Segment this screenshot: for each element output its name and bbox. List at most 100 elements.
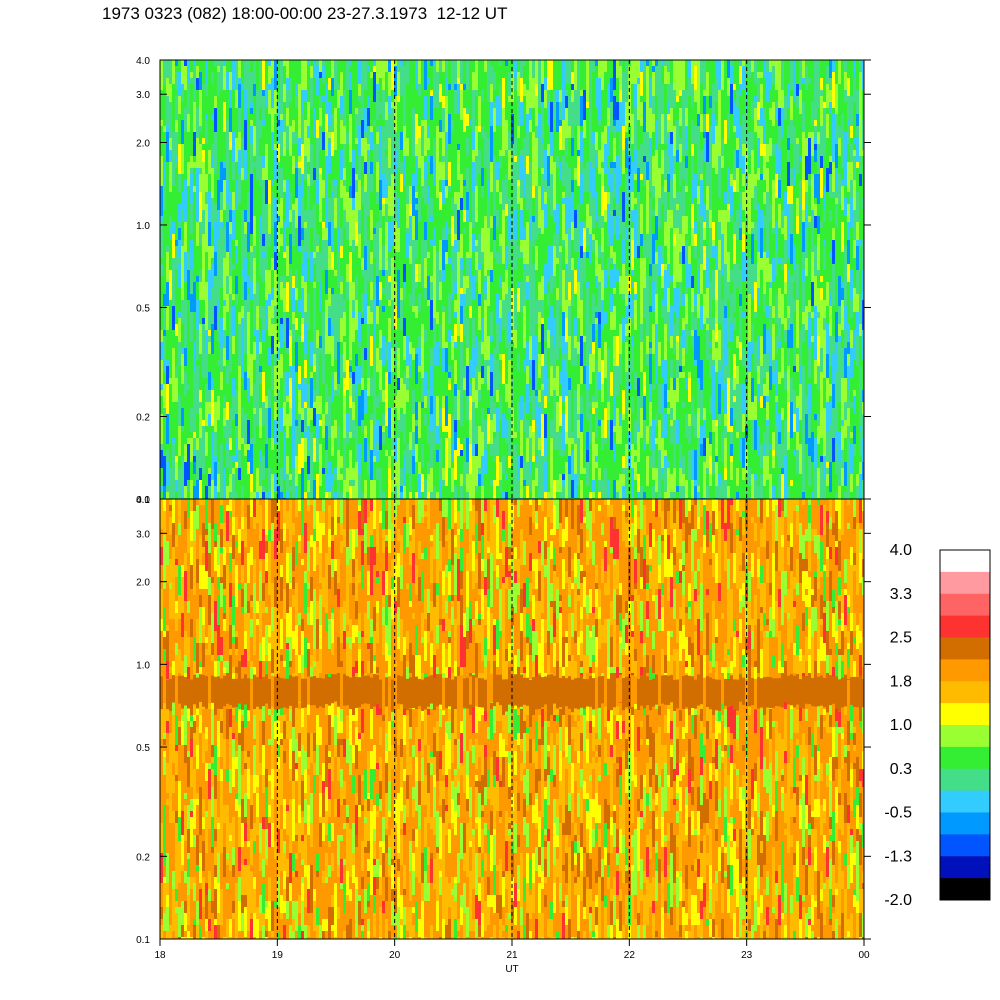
heatmap-cell-top [349, 162, 352, 186]
heatmap-cell-top [463, 258, 466, 276]
heatmap-cell-top [163, 432, 166, 456]
heatmap-cell-top [370, 132, 373, 150]
heatmap-cell-top [355, 114, 358, 138]
heatmap-cell-top [493, 168, 496, 198]
heatmap-cell-top [724, 318, 727, 336]
heatmap-cell-top [190, 462, 193, 480]
heatmap-cell-top [451, 120, 454, 132]
heatmap-cell-top [430, 240, 433, 246]
heatmap-cell-top [616, 270, 619, 282]
heatmap-cell-top [217, 366, 220, 396]
heatmap-cell-top [262, 372, 265, 402]
heatmap-cell-top [580, 60, 583, 90]
heatmap-cell-top [160, 120, 163, 126]
heatmap-cell-top [487, 336, 490, 360]
heatmap-cell-top [499, 168, 502, 192]
heatmap-cell-top [535, 468, 538, 486]
heatmap-cell-top [262, 60, 265, 90]
heatmap-cell-top [625, 204, 628, 228]
heatmap-cell-top [190, 234, 193, 240]
heatmap-cell-top [355, 462, 358, 486]
heatmap-cell-top [199, 132, 202, 144]
heatmap-cell-top [598, 480, 601, 492]
heatmap-cell-top [487, 102, 490, 108]
heatmap-cell-top [742, 60, 745, 66]
heatmap-cell-top [670, 444, 673, 474]
heatmap-cell-top [586, 432, 589, 450]
heatmap-cell-top [400, 492, 403, 499]
heatmap-cell-top [268, 438, 271, 444]
heatmap-cell-top [610, 216, 613, 228]
heatmap-cell-top [529, 216, 532, 240]
heatmap-cell-top [178, 222, 181, 228]
heatmap-cell-top [400, 78, 403, 96]
heatmap-cell-top [679, 432, 682, 444]
heatmap-cell-top [673, 246, 676, 264]
heatmap-cell-top [478, 222, 481, 234]
heatmap-cell-top [517, 156, 520, 180]
heatmap-cell-top [394, 408, 397, 438]
heatmap-cell-top [526, 318, 529, 342]
heatmap-cell-top [394, 132, 397, 150]
heatmap-cell-top [559, 102, 562, 120]
heatmap-cell-top [502, 156, 505, 180]
heatmap-cell-top [547, 306, 550, 318]
heatmap-cell-top [697, 384, 700, 408]
heatmap-cell-top [220, 444, 223, 474]
heatmap-cell-top [232, 462, 235, 468]
heatmap-cell-top [652, 324, 655, 336]
heatmap-cell-top [679, 306, 682, 336]
heatmap-cell-top [307, 138, 310, 162]
heatmap-cell-top [538, 228, 541, 234]
heatmap-cell-top [532, 432, 535, 456]
heatmap-cell-top [748, 132, 751, 150]
heatmap-cell-top [196, 90, 199, 108]
heatmap-cell-top [526, 132, 529, 156]
heatmap-cell-top [340, 318, 343, 342]
heatmap-cell-top [724, 306, 727, 318]
heatmap-cell-top [523, 66, 526, 84]
heatmap-cell-top [463, 366, 466, 378]
heatmap-cell-top [220, 102, 223, 132]
heatmap-cell-top [478, 84, 481, 96]
heatmap-cell-top [304, 252, 307, 264]
heatmap-cell-top [328, 258, 331, 270]
heatmap-cell-top [244, 282, 247, 300]
heatmap-cell-top [175, 432, 178, 456]
heatmap-cell-top [739, 360, 742, 366]
heatmap-cell-top [250, 144, 253, 174]
heatmap-cell-top [364, 108, 367, 132]
heatmap-cell-top [292, 60, 295, 90]
heatmap-cell-top [604, 96, 607, 126]
heatmap-cell-top [223, 258, 226, 276]
heatmap-cell-top [556, 360, 559, 366]
heatmap-cell-top [232, 132, 235, 162]
heatmap-cell-top [316, 300, 319, 312]
heatmap-cell-top [376, 468, 379, 480]
heatmap-cell-top [622, 174, 625, 192]
heatmap-cell-top [484, 60, 487, 72]
heatmap-cell-top [382, 486, 385, 492]
heatmap-cell-top [226, 102, 229, 120]
heatmap-cell-top [445, 252, 448, 264]
heatmap-cell-top [670, 306, 673, 336]
heatmap-cell-top [742, 210, 745, 222]
heatmap-cell-top [730, 156, 733, 174]
heatmap-cell-top [364, 324, 367, 348]
heatmap-cell-top [538, 60, 541, 78]
heatmap-cell-top [163, 486, 166, 499]
heatmap-cell-top [484, 282, 487, 294]
heatmap-cell-top [577, 126, 580, 150]
heatmap-cell-top [205, 252, 208, 270]
heatmap-cell-top [484, 330, 487, 360]
heatmap-cell-top [721, 402, 724, 432]
heatmap-cell-top [256, 108, 259, 132]
heatmap-cell-top [547, 270, 550, 282]
heatmap-cell-top [280, 276, 283, 282]
heatmap-cell-top [589, 90, 592, 108]
heatmap-cell-top [688, 78, 691, 96]
heatmap-cell-top [346, 90, 349, 102]
heatmap-cell-top [556, 132, 559, 156]
heatmap-cell-top [388, 276, 391, 282]
heatmap-cell-top [208, 330, 211, 336]
